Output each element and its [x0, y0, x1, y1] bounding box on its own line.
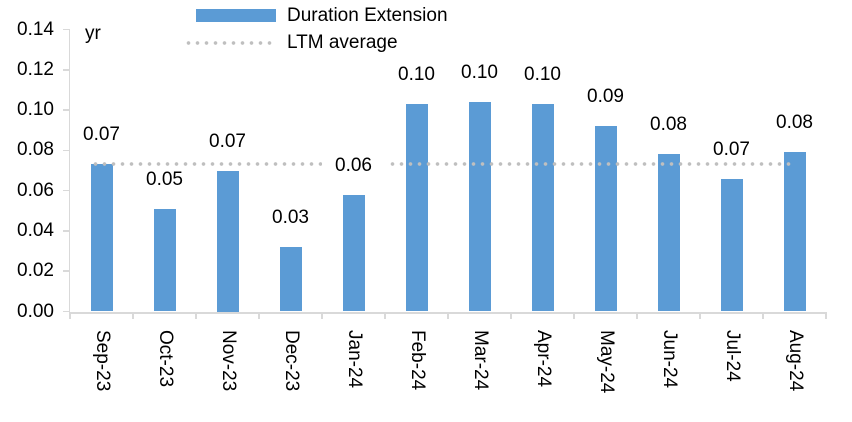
bar-feb-24: [405, 104, 428, 312]
y-axis-tick-label: 0.14: [17, 18, 54, 40]
data-label-mar-24: 0.10: [447, 61, 512, 85]
y-axis-tick: [62, 149, 70, 152]
y-axis-tick: [62, 310, 70, 313]
data-label-may-24: 0.09: [573, 85, 638, 110]
legend-dotted-line-swatch: [184, 40, 274, 45]
y-axis-tick: [62, 189, 70, 192]
x-axis-label-dec-23: Dec-23: [280, 330, 302, 392]
bar-may-24: [594, 126, 617, 312]
x-axis-tick: [321, 311, 323, 319]
y-axis-tick: [62, 109, 70, 111]
y-axis-tick: [62, 28, 70, 31]
y-axis-tick-label: 0.10: [17, 99, 54, 121]
bar-apr-24: [531, 104, 554, 312]
y-axis-tick-label: 0.04: [17, 219, 54, 241]
bar-sep-23: [90, 164, 113, 312]
y-axis-tick-label: 0.02: [17, 260, 54, 282]
data-label-nov-23: 0.07: [195, 129, 260, 154]
legend-entry-ltm-average: LTM average: [184, 29, 448, 56]
y-axis-tick-label: 0.12: [17, 58, 54, 80]
x-axis-tick: [699, 311, 701, 319]
x-axis-label-sep-23: Sep-23: [91, 330, 113, 392]
data-label-oct-23: 0.05: [132, 167, 197, 192]
data-label-feb-24: 0.10: [384, 63, 449, 88]
ltm-average-line: [90, 162, 791, 167]
y-axis-line: [68, 29, 70, 313]
x-axis-label-jul-24: Jul-24: [721, 330, 743, 382]
x-axis-label-nov-23: Nov-23: [217, 330, 239, 392]
legend-bar-swatch: [196, 9, 276, 22]
x-axis-tick: [762, 311, 764, 319]
x-axis-label-jan-24: Jan-24: [343, 330, 365, 389]
data-label-sep-23: 0.07: [69, 123, 134, 148]
x-axis-label-jun-24: Jun-24: [658, 330, 680, 389]
data-label-jan-24: 0.06: [321, 153, 386, 178]
data-label-jul-24: 0.07: [699, 137, 764, 162]
x-axis-label-oct-23: Oct-23: [154, 330, 176, 388]
bar-oct-23: [153, 208, 176, 312]
bar-nov-23: [216, 170, 239, 312]
y-axis-unit-label: yr: [85, 23, 101, 44]
y-axis-tick: [62, 270, 70, 272]
bar-jun-24: [657, 154, 680, 312]
x-axis-label-feb-24: Feb-24: [406, 330, 428, 391]
legend-entry-duration-extension: Duration Extension: [184, 2, 448, 29]
x-axis-tick: [447, 311, 449, 319]
x-axis-tick: [195, 311, 197, 319]
x-axis-tick: [825, 311, 827, 319]
y-axis-tick-label: 0.08: [17, 139, 54, 161]
y-axis-tick-label: 0.00: [17, 300, 54, 322]
data-label-dec-23: 0.03: [258, 206, 323, 231]
bar-dec-23: [279, 247, 302, 312]
x-axis-tick: [258, 311, 260, 319]
data-label-apr-24: 0.10: [510, 63, 575, 88]
legend-label-duration-extension: Duration Extension: [287, 4, 448, 26]
legend-label-ltm-average: LTM average: [287, 31, 398, 53]
y-axis-tick-label: 0.06: [17, 179, 54, 201]
x-axis-tick: [132, 311, 134, 319]
legend: Duration Extension LTM average: [184, 2, 448, 56]
data-label-jun-24: 0.08: [636, 113, 701, 138]
bar-mar-24: [468, 102, 491, 312]
x-axis-label-mar-24: Mar-24: [469, 330, 491, 391]
x-axis-label-apr-24: Apr-24: [532, 330, 554, 388]
x-axis-label-aug-24: Aug-24: [784, 330, 806, 392]
y-axis-tick: [62, 230, 70, 232]
x-axis-tick: [69, 311, 71, 319]
x-axis-label-may-24: May-24: [595, 330, 617, 394]
x-axis-tick: [573, 311, 575, 319]
bar-jul-24: [720, 178, 743, 312]
x-axis-tick: [510, 311, 512, 319]
bar-jan-24: [342, 194, 365, 312]
bar-aug-24: [783, 152, 806, 312]
data-label-aug-24: 0.08: [762, 111, 827, 136]
x-axis-tick: [384, 311, 386, 319]
x-axis-tick: [636, 311, 638, 319]
y-axis-tick: [62, 69, 70, 71]
